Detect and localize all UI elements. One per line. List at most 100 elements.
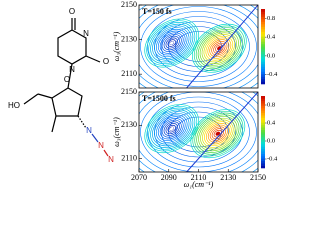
colorbar-segment bbox=[261, 19, 265, 22]
molecule: O N O N HO O N N N bbox=[8, 7, 114, 164]
contour-line bbox=[154, 112, 190, 145]
contour-line bbox=[199, 30, 239, 66]
colorbar-segment bbox=[261, 100, 265, 104]
colorbar-label: -0.4 bbox=[267, 155, 278, 162]
contour-line bbox=[168, 26, 229, 67]
colorbar-segment bbox=[261, 110, 265, 114]
colorbar-segment bbox=[261, 127, 265, 130]
colorbar-segment bbox=[261, 158, 265, 162]
y-tick-label: 2130 bbox=[121, 34, 137, 43]
bond bbox=[67, 63, 73, 89]
colorbar-label: 0.0 bbox=[267, 52, 275, 59]
panel-title: T=150 fs bbox=[142, 7, 172, 16]
contour-line bbox=[157, 116, 186, 142]
bond bbox=[37, 93, 53, 99]
colorbar-segment bbox=[261, 108, 265, 111]
colorbar-segment bbox=[261, 144, 265, 147]
x-tick-label: 2110 bbox=[191, 173, 207, 182]
y-tick-label: 2150 bbox=[121, 87, 137, 96]
colorbar-segment bbox=[261, 120, 265, 123]
x-tick-label: 2070 bbox=[131, 173, 147, 182]
atom: N bbox=[69, 65, 75, 74]
x-tick-label: 2130 bbox=[220, 173, 236, 182]
colorbar-segment bbox=[261, 64, 265, 67]
colorbar-segment bbox=[261, 81, 265, 85]
colorbar-segment bbox=[261, 29, 265, 32]
contour-line bbox=[209, 39, 230, 58]
contour-line bbox=[193, 25, 245, 71]
colorbar-segment bbox=[261, 36, 265, 40]
colorbar-segment bbox=[261, 26, 265, 30]
y-axis-label: ω₃(cm⁻¹) bbox=[112, 31, 121, 61]
colorbar-segment bbox=[261, 163, 265, 166]
colorbar-segment bbox=[261, 16, 265, 20]
contour-line bbox=[144, 18, 200, 68]
contour-line bbox=[150, 23, 194, 63]
contour-line bbox=[161, 106, 236, 158]
contour-line bbox=[211, 128, 224, 140]
contour-line bbox=[152, 111, 192, 147]
colorbar-segment bbox=[261, 96, 265, 99]
colorbar-segment bbox=[261, 66, 265, 70]
plot-area bbox=[139, 5, 258, 88]
y-axis-label: ω₃(cm⁻¹) bbox=[112, 117, 121, 147]
colorbar-segment bbox=[261, 56, 265, 60]
colorbar-segment bbox=[261, 21, 265, 25]
atom: N bbox=[83, 29, 89, 38]
y-tick-label: 2110 bbox=[121, 69, 137, 78]
colorbar-segment bbox=[261, 134, 265, 138]
x-axis-label: ω₁(cm⁻¹) bbox=[184, 180, 214, 189]
contour-line bbox=[140, 92, 257, 172]
panel-title: T=1500 fs bbox=[142, 94, 176, 103]
contour-line bbox=[161, 119, 182, 138]
colorbar-segment bbox=[261, 156, 265, 159]
atom: N bbox=[98, 141, 104, 150]
contour-line bbox=[144, 104, 200, 154]
colorbar-segment bbox=[261, 115, 265, 118]
colorbar-segment bbox=[261, 41, 265, 45]
colorbar-segment bbox=[261, 39, 265, 42]
contour-line bbox=[152, 25, 192, 61]
contour-line bbox=[167, 124, 176, 133]
contour-line bbox=[167, 39, 176, 47]
bond bbox=[91, 133, 99, 143]
contour-line bbox=[140, 6, 257, 87]
colorbar-segment bbox=[261, 148, 265, 152]
plot-area bbox=[139, 92, 258, 172]
colorbar-segment bbox=[261, 71, 265, 75]
bond bbox=[23, 93, 39, 105]
colorbar-segment bbox=[261, 105, 265, 109]
contour-line bbox=[198, 116, 238, 152]
contour-line bbox=[194, 112, 242, 155]
diagonal bbox=[186, 92, 258, 172]
colorbar-segment bbox=[261, 14, 265, 17]
contour-line bbox=[163, 121, 180, 136]
bond bbox=[85, 55, 101, 63]
contour-line bbox=[161, 21, 236, 72]
colorbar-segment bbox=[261, 11, 265, 15]
colorbar-label: -0.4 bbox=[267, 71, 278, 78]
contour-line bbox=[165, 37, 178, 49]
contour-line bbox=[196, 114, 240, 153]
peak bbox=[169, 126, 174, 131]
contour-line bbox=[204, 121, 232, 147]
colorbar-segment bbox=[261, 112, 265, 116]
colorbar-segment bbox=[261, 54, 265, 57]
colorbar-segment bbox=[261, 103, 265, 106]
peak bbox=[169, 41, 174, 45]
diagonal bbox=[186, 5, 258, 88]
contour-line bbox=[157, 30, 186, 56]
atom: N bbox=[108, 155, 114, 164]
contour-line bbox=[201, 32, 237, 65]
contour-line bbox=[197, 28, 241, 68]
bond bbox=[51, 87, 83, 117]
contour-line bbox=[159, 32, 184, 54]
contour-line bbox=[155, 114, 188, 143]
colorbar-segment bbox=[261, 132, 265, 135]
colorbar-label: 0.4 bbox=[267, 34, 276, 41]
bond bbox=[57, 18, 87, 65]
colorbar-segment bbox=[261, 165, 265, 169]
contour-line bbox=[200, 117, 236, 150]
atom: O bbox=[69, 7, 75, 16]
contour-line bbox=[168, 111, 229, 153]
